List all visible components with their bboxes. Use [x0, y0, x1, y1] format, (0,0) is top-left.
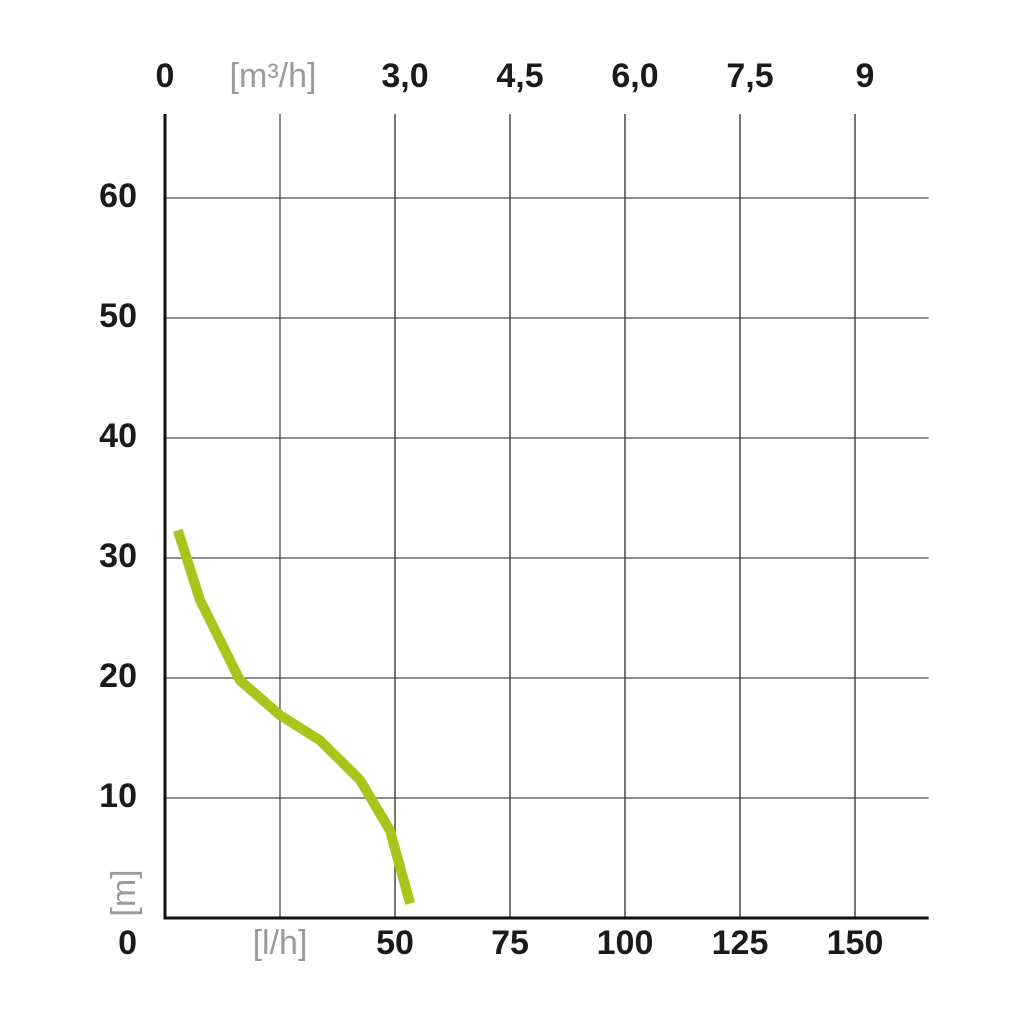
x-axis-label: [l/h] [253, 924, 308, 962]
x2-axis-label: [m³/h] [230, 57, 317, 95]
pump-curve [173, 528, 415, 905]
y-axis-label: [m] [105, 869, 143, 916]
x2-tick-label: 7,5 [726, 57, 773, 95]
y-tick-label: 20 [99, 657, 137, 695]
x2-tick-label: 9 [856, 57, 875, 95]
x-tick-label: 50 [376, 924, 414, 962]
x2-tick-label: 4,5 [496, 57, 543, 95]
x2-tick-label: 0 [156, 57, 175, 95]
x-tick-label: 150 [827, 924, 884, 962]
x-tick-label: 100 [597, 924, 654, 962]
y-tick-label: 60 [99, 177, 137, 215]
y-tick-label: 0 [118, 924, 137, 962]
x-tick-label: 75 [491, 924, 529, 962]
x2-tick-label: 3,0 [381, 57, 428, 95]
y-tick-label: 40 [99, 417, 137, 455]
y-tick-label: 30 [99, 537, 137, 575]
y-tick-label: 10 [99, 777, 137, 815]
x-tick-label: 125 [712, 924, 769, 962]
y-tick-label: 50 [99, 297, 137, 335]
x2-tick-label: 6,0 [611, 57, 658, 95]
